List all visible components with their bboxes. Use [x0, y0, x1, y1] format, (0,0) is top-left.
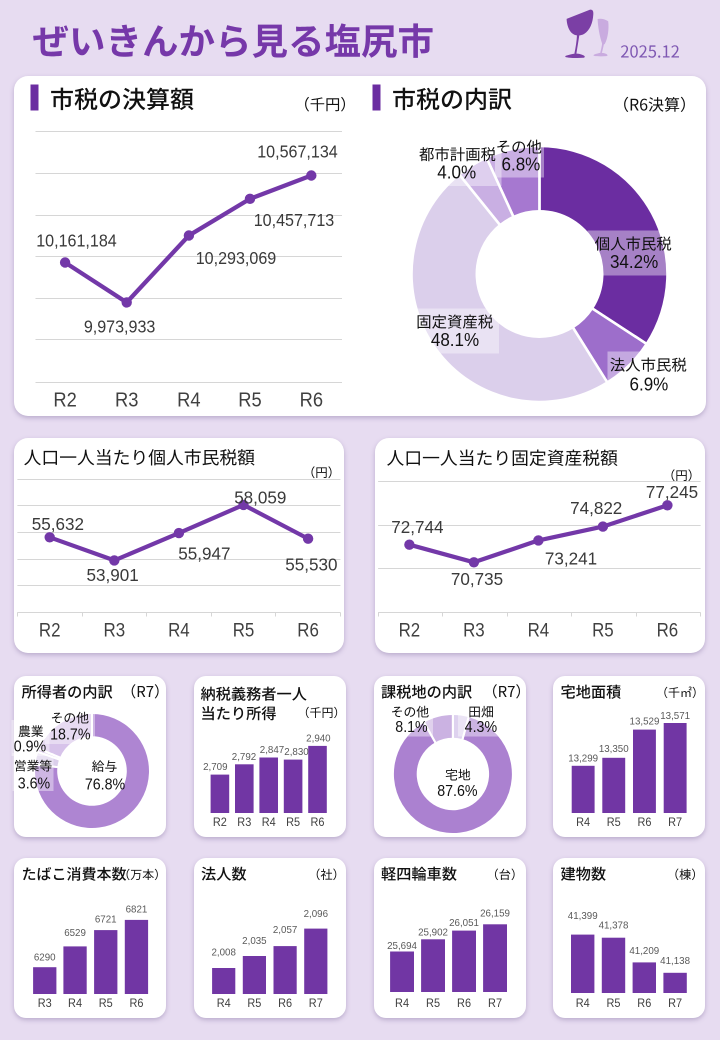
svg-text:2,008: 2,008 [211, 947, 236, 959]
svg-text:53,901: 53,901 [86, 565, 138, 585]
svg-text:74,822: 74,822 [570, 498, 622, 518]
svg-text:10,567,134: 10,567,134 [257, 142, 338, 162]
svg-text:73,241: 73,241 [545, 548, 597, 568]
svg-text:2,709: 2,709 [203, 761, 228, 773]
svg-text:R3: R3 [237, 815, 251, 829]
svg-text:4.3%: 4.3% [465, 719, 498, 736]
svg-text:41,138: 41,138 [660, 955, 690, 967]
svg-text:41,399: 41,399 [568, 910, 598, 922]
svg-text:R6: R6 [311, 815, 325, 829]
svg-text:R2: R2 [399, 621, 421, 642]
svg-text:R6: R6 [129, 996, 143, 1010]
svg-text:R4: R4 [168, 621, 190, 642]
svg-text:41,209: 41,209 [629, 945, 659, 957]
svg-text:R7: R7 [668, 996, 682, 1010]
svg-text:13,529: 13,529 [630, 715, 660, 727]
svg-text:R5: R5 [238, 389, 261, 412]
svg-text:R5: R5 [592, 621, 614, 642]
svg-text:R3: R3 [38, 996, 52, 1010]
svg-text:55,632: 55,632 [32, 514, 84, 534]
svg-text:4.0%: 4.0% [437, 161, 476, 182]
svg-text:R5: R5 [607, 815, 621, 829]
svg-text:R3: R3 [463, 621, 485, 642]
svg-text:R4: R4 [576, 815, 590, 829]
svg-text:2,096: 2,096 [304, 908, 329, 920]
svg-text:R4: R4 [262, 815, 276, 829]
svg-text:R5: R5 [233, 621, 255, 642]
svg-text:R7: R7 [488, 996, 502, 1010]
svg-text:R6: R6 [300, 389, 323, 412]
svg-text:13,571: 13,571 [660, 710, 690, 722]
svg-text:R4: R4 [217, 996, 231, 1010]
svg-text:87.6%: 87.6% [437, 783, 478, 800]
svg-text:2,792: 2,792 [232, 751, 257, 763]
svg-text:25,694: 25,694 [387, 940, 417, 952]
svg-text:2,035: 2,035 [242, 935, 267, 947]
svg-text:10,457,713: 10,457,713 [254, 210, 335, 230]
svg-text:R5: R5 [99, 996, 113, 1010]
svg-text:48.1%: 48.1% [431, 329, 479, 350]
svg-text:R6: R6 [637, 996, 651, 1010]
svg-text:R7: R7 [668, 815, 682, 829]
svg-text:R6: R6 [297, 621, 319, 642]
svg-text:R4: R4 [528, 621, 550, 642]
svg-text:26,159: 26,159 [480, 907, 510, 919]
svg-text:R3: R3 [115, 389, 138, 412]
svg-text:R5: R5 [286, 815, 300, 829]
svg-text:R2: R2 [213, 815, 227, 829]
svg-text:55,530: 55,530 [285, 555, 337, 575]
svg-text:3.6%: 3.6% [18, 775, 51, 792]
svg-text:0.9%: 0.9% [14, 739, 47, 756]
svg-text:R5: R5 [247, 996, 261, 1010]
svg-text:58,059: 58,059 [234, 488, 286, 508]
svg-text:6721: 6721 [95, 914, 117, 926]
svg-text:6.8%: 6.8% [502, 153, 541, 174]
svg-text:R6: R6 [278, 996, 292, 1010]
svg-text:72,744: 72,744 [391, 517, 443, 537]
svg-text:13,350: 13,350 [599, 743, 629, 755]
svg-text:R4: R4 [395, 996, 409, 1010]
svg-text:R6: R6 [637, 815, 651, 829]
svg-text:25,902: 25,902 [418, 927, 448, 939]
svg-text:R5: R5 [426, 996, 440, 1010]
svg-text:18.7%: 18.7% [50, 727, 91, 744]
svg-text:2,940: 2,940 [306, 732, 331, 744]
svg-text:6.9%: 6.9% [630, 373, 669, 394]
svg-text:2,057: 2,057 [273, 924, 298, 936]
svg-text:8.1%: 8.1% [395, 719, 428, 736]
svg-text:9,973,933: 9,973,933 [84, 317, 156, 337]
svg-text:R2: R2 [53, 389, 76, 412]
svg-text:10,293,069: 10,293,069 [196, 248, 277, 268]
svg-text:R6: R6 [457, 996, 471, 1010]
svg-text:R2: R2 [39, 621, 61, 642]
svg-text:41,378: 41,378 [599, 920, 629, 932]
svg-text:77,245: 77,245 [646, 482, 698, 502]
svg-text:R4: R4 [177, 389, 200, 412]
svg-text:13,299: 13,299 [568, 753, 598, 765]
svg-text:R6: R6 [657, 621, 679, 642]
svg-text:6529: 6529 [64, 927, 86, 939]
svg-text:R4: R4 [68, 996, 82, 1010]
svg-text:26,051: 26,051 [449, 917, 479, 929]
svg-text:R3: R3 [103, 621, 125, 642]
svg-text:R7: R7 [309, 996, 323, 1010]
svg-text:6821: 6821 [126, 904, 148, 916]
svg-text:34.2%: 34.2% [610, 251, 658, 272]
svg-text:10,161,184: 10,161,184 [36, 231, 117, 251]
svg-text:R4: R4 [576, 996, 590, 1010]
svg-text:6290: 6290 [34, 952, 56, 964]
svg-text:2,830: 2,830 [284, 746, 309, 758]
svg-text:R5: R5 [607, 996, 621, 1010]
svg-text:76.8%: 76.8% [85, 776, 126, 793]
svg-text:2,847: 2,847 [260, 744, 285, 756]
svg-text:55,947: 55,947 [178, 543, 230, 563]
svg-text:70,735: 70,735 [451, 569, 503, 589]
